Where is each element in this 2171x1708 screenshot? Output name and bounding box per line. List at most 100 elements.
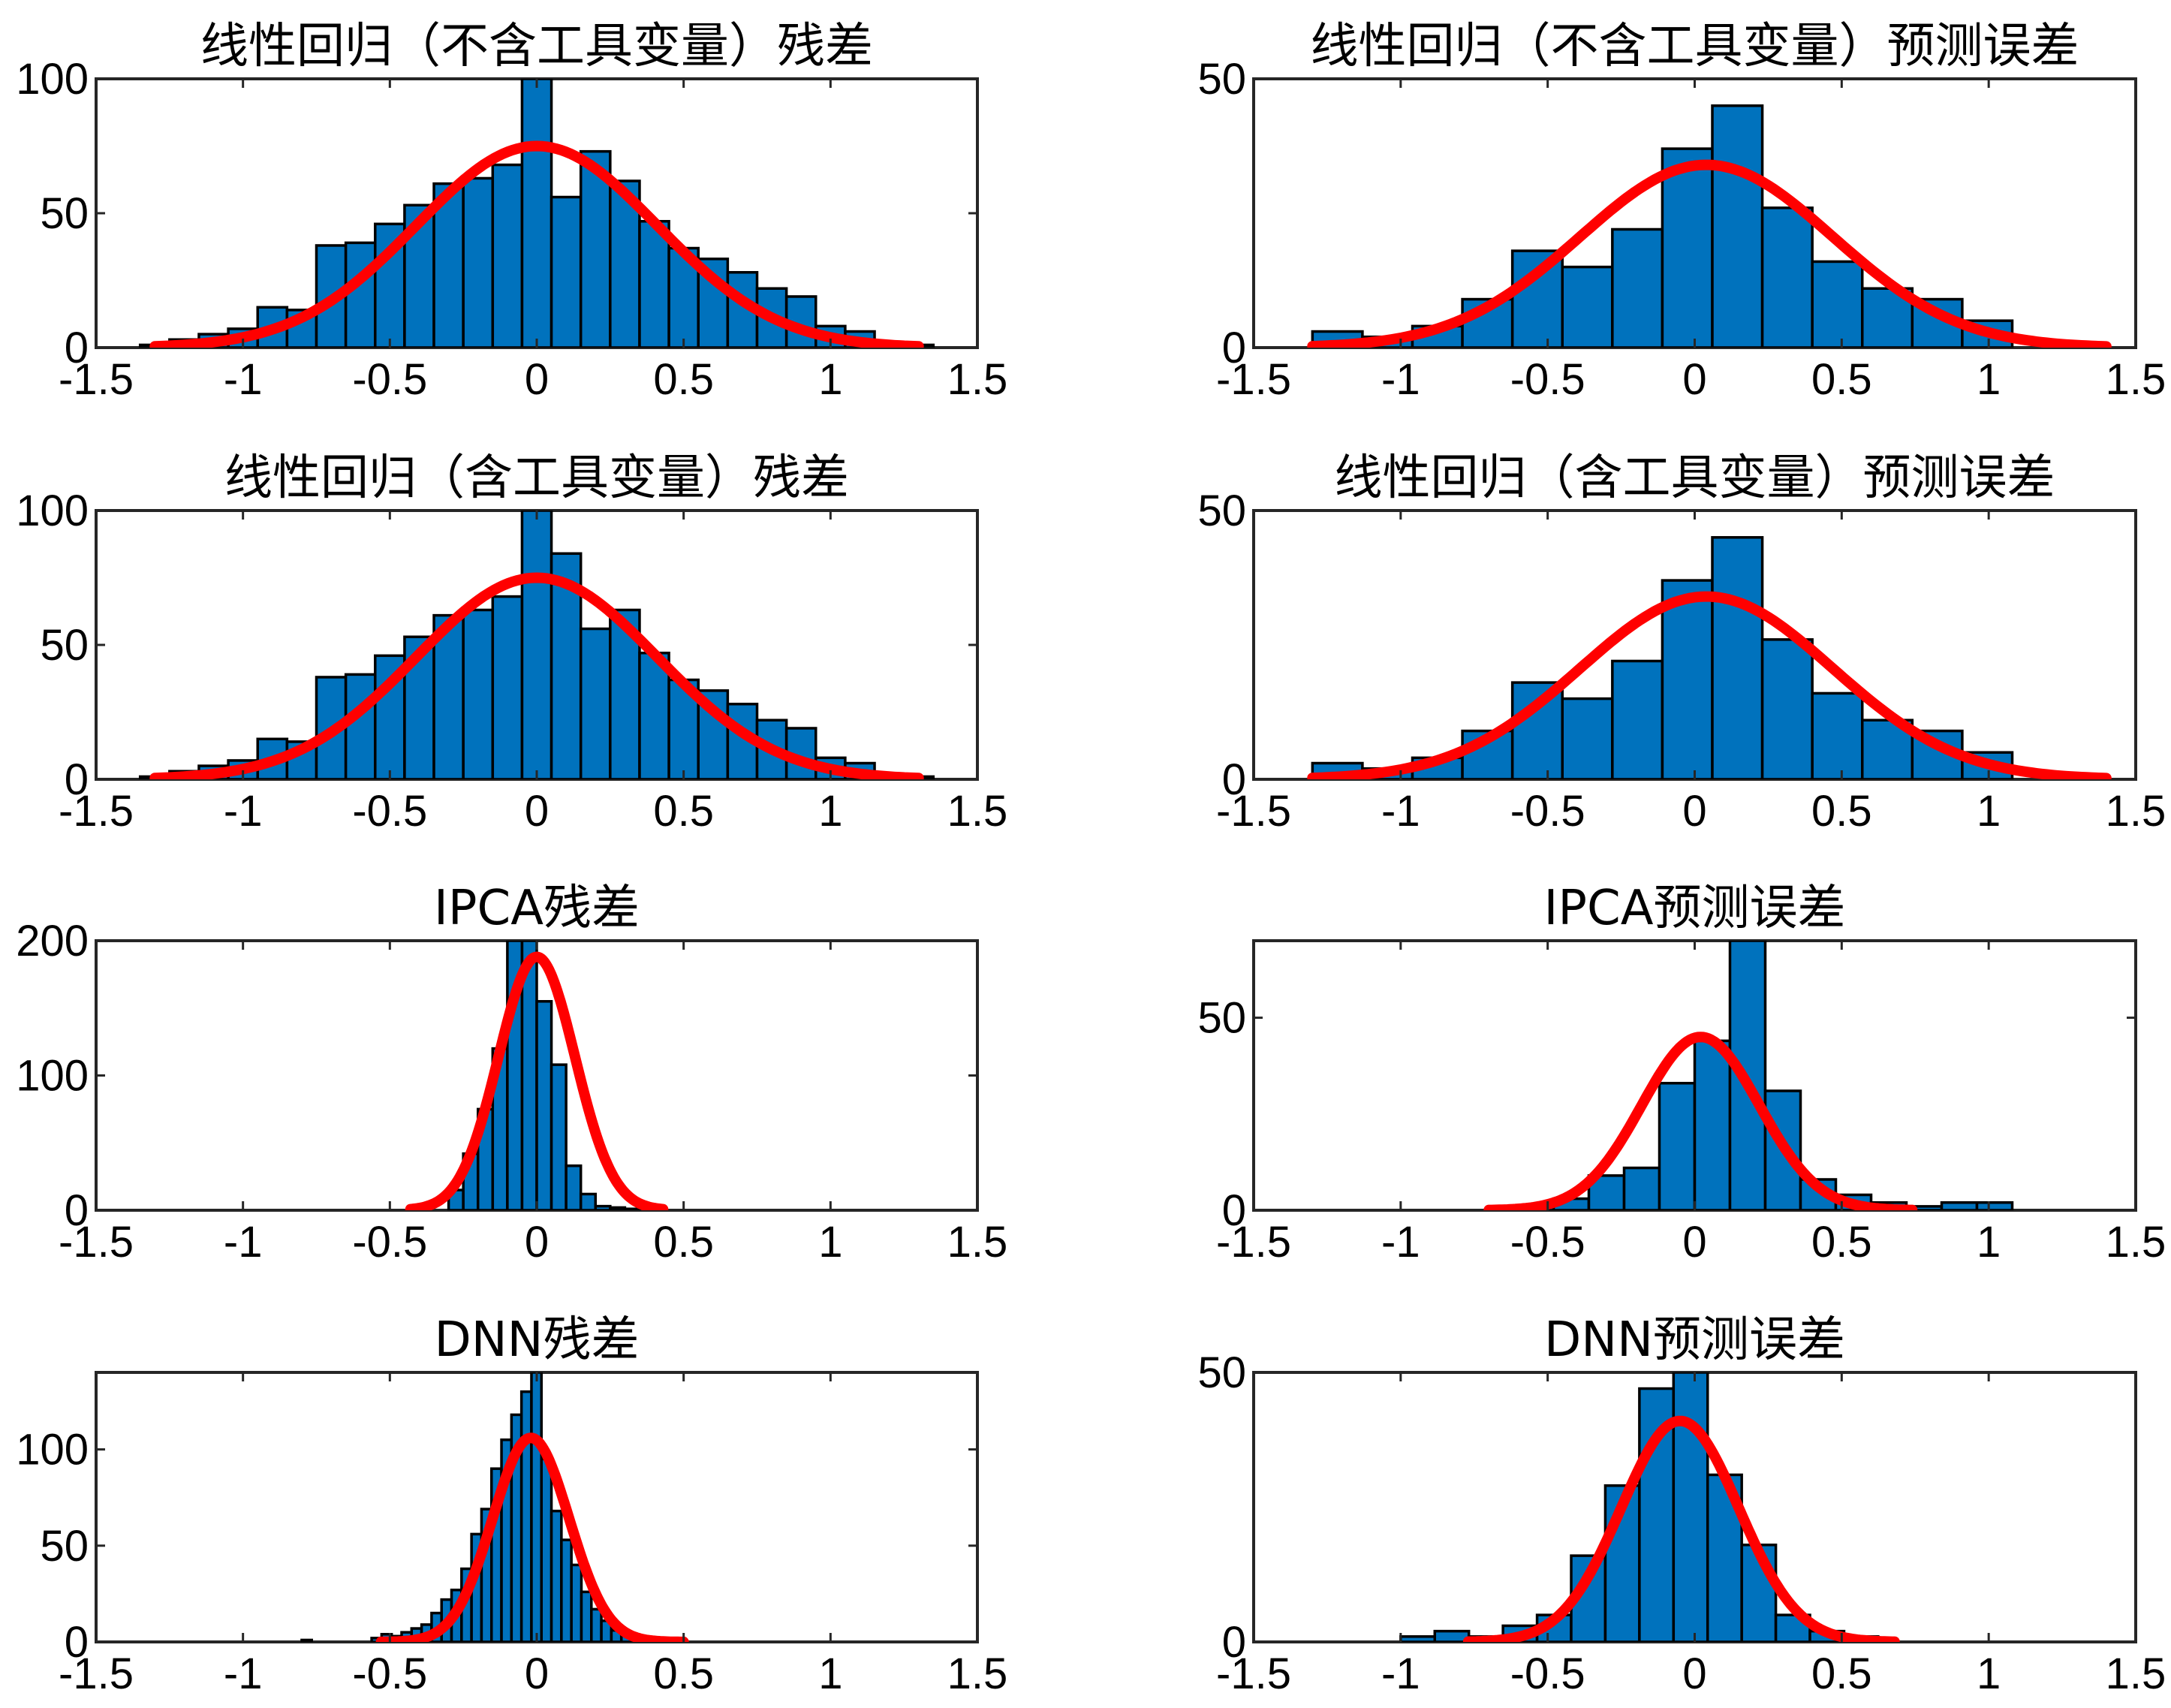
plot-area — [1307, 536, 2112, 779]
x-tick-label: -1 — [224, 787, 263, 836]
y-tick-label: 0 — [1222, 324, 1246, 372]
histogram-bar — [1399, 1635, 1437, 1642]
plot-area — [138, 511, 935, 779]
x-tick-label: 0 — [525, 1649, 549, 1698]
subplot-5: -1.5 -1 -0.5 0 0.5 1 1.5 0 100 200 IPCA残差 — [16, 881, 1007, 1267]
histogram-bar — [1940, 1200, 1979, 1210]
y-tick-label: 100 — [16, 1426, 89, 1475]
histogram-bar — [1760, 206, 1814, 348]
x-tick-label: 0.5 — [653, 1649, 714, 1698]
normal-fit-curve — [1307, 591, 2112, 779]
plot-area — [1307, 104, 2112, 348]
x-tick-label: -1 — [1381, 787, 1420, 836]
subplot-6: -1.5 -1 -0.5 0 0.5 1 1.5 0 50 IPCA预测误差 — [1197, 881, 2166, 1267]
histogram-bar — [1811, 260, 1864, 348]
subplot-2: -1.5 -1 -0.5 0 0.5 1 1.5 0 50 线性回归（不含工具变量）预测误差 — [1197, 19, 2166, 404]
subplot-title: 线性回归（不含工具变量）残差 — [200, 19, 873, 74]
y-tick-label: 0 — [65, 1186, 89, 1235]
x-tick-label: -1.5 — [1216, 1649, 1291, 1698]
histogram-bar — [1661, 579, 1714, 779]
x-tick-label: 0 — [1682, 355, 1706, 404]
x-tick-label: -0.5 — [352, 1218, 427, 1267]
y-tick-label: 0 — [65, 755, 89, 804]
histogram-bar — [491, 595, 524, 779]
y-tick-label: 0 — [65, 324, 89, 372]
histogram-bar — [344, 673, 377, 779]
y-tick-label: 200 — [16, 917, 89, 965]
histogram-bar — [579, 1192, 598, 1210]
x-tick-label: 1.5 — [2106, 787, 2166, 836]
histogram-bar — [1711, 104, 1764, 348]
x-tick-label: -0.5 — [352, 1649, 427, 1698]
histogram-bar — [550, 1063, 568, 1210]
histogram-bar — [1622, 1166, 1661, 1210]
x-tick-label: -0.5 — [352, 355, 427, 404]
plot-area — [138, 79, 935, 348]
normal-fit-curve — [375, 1432, 689, 1642]
x-tick-label: 0 — [525, 1218, 549, 1267]
histogram-bar — [570, 1563, 583, 1642]
y-tick-label: 50 — [1197, 486, 1246, 535]
x-tick-label: -0.5 — [1510, 787, 1585, 836]
x-tick-label: 1 — [1977, 355, 2001, 404]
x-tick-label: -0.5 — [1510, 355, 1585, 404]
normal-fit-curve — [1483, 1032, 1918, 1210]
x-tick-label: 0 — [525, 787, 549, 836]
histogram-bar — [1611, 659, 1664, 779]
plot-area — [1483, 941, 2014, 1210]
histogram-bar — [432, 182, 465, 348]
histogram-bar — [1661, 147, 1714, 348]
normal-fit-curve — [405, 951, 669, 1210]
y-tick-label: 50 — [40, 189, 89, 238]
histogram-bar — [1975, 1200, 2014, 1210]
histogram-bar — [540, 1457, 553, 1642]
y-tick-label: 50 — [1197, 1348, 1246, 1397]
histogram-bar — [1561, 697, 1614, 779]
histogram-bar — [1611, 227, 1664, 348]
subplot-title: 线性回归（含工具变量）预测误差 — [1335, 450, 2055, 506]
x-tick-label: 1 — [1977, 787, 2001, 836]
histogram-bar — [623, 1207, 641, 1210]
y-tick-label: 100 — [16, 55, 89, 104]
subplot-3: -1.5 -1 -0.5 0 0.5 1 1.5 0 50 100 线性回归（含工具变量）残差 — [16, 450, 1007, 836]
plot-area — [300, 1372, 689, 1642]
plot-area — [405, 941, 669, 1210]
x-tick-label: 1.5 — [947, 1218, 1008, 1267]
subplot-title: 线性回归（含工具变量）残差 — [224, 450, 849, 506]
x-tick-label: -1 — [224, 355, 263, 404]
x-tick-label: -0.5 — [1510, 1218, 1585, 1267]
histogram-bar — [491, 163, 524, 348]
histogram-bar — [344, 241, 377, 348]
subplot-7: -1.5 -1 -0.5 0 0.5 1 1.5 0 50 100 DNN残差 — [16, 1312, 1007, 1698]
normal-fit-curve — [1462, 1415, 1900, 1642]
x-tick-label: -1.5 — [59, 355, 134, 404]
x-tick-label: 1.5 — [2106, 1218, 2166, 1267]
subplot-1: -1.5 -1 -0.5 0 0.5 1 1.5 0 50 100 线性回归（不含工具变量）残差 — [16, 19, 1007, 404]
x-tick-label: 1 — [818, 355, 842, 404]
histogram-bar — [1658, 1082, 1697, 1210]
x-tick-label: -1.5 — [59, 787, 134, 836]
y-tick-label: 50 — [40, 621, 89, 670]
histogram-bar — [520, 511, 553, 779]
x-tick-label: 0.5 — [1811, 355, 1872, 404]
x-tick-label: 1.5 — [2106, 1649, 2166, 1698]
x-tick-label: -1 — [1381, 1218, 1420, 1267]
x-tick-label: -0.5 — [1510, 1649, 1585, 1698]
x-tick-label: 1.5 — [947, 787, 1008, 836]
x-tick-label: -1 — [224, 1649, 263, 1698]
histogram-bar — [462, 176, 495, 348]
histogram-bar — [638, 651, 670, 779]
histogram-bar — [535, 1000, 553, 1210]
y-tick-label: 100 — [16, 1052, 89, 1101]
y-tick-label: 50 — [1197, 55, 1246, 104]
histogram-bar — [530, 1372, 544, 1642]
x-tick-label: 0 — [1682, 1649, 1706, 1698]
normal-fit-curve — [1307, 159, 2112, 348]
x-tick-label: -1.5 — [1216, 355, 1291, 404]
x-tick-label: -1.5 — [1216, 1218, 1291, 1267]
histogram-bar — [565, 1164, 583, 1210]
x-tick-label: -1 — [1381, 1649, 1420, 1698]
x-tick-label: -0.5 — [352, 787, 427, 836]
histogram-bar — [560, 1538, 573, 1642]
